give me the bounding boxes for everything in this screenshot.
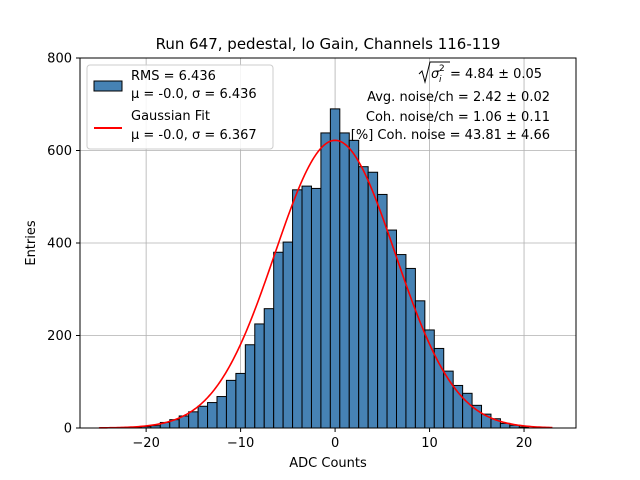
chart-title: Run 647, pedestal, lo Gain, Channels 116… (156, 35, 501, 53)
x-axis-label: ADC Counts (289, 456, 367, 471)
y-tick-label-4: 800 (47, 52, 72, 67)
histogram-bar-24 (358, 166, 369, 429)
histogram-bar-17 (292, 189, 303, 429)
svg-text:2: 2 (439, 64, 445, 74)
histogram-bar-30 (414, 300, 426, 429)
histogram-bar-6 (188, 411, 199, 429)
legend-box (86, 64, 274, 150)
histogram-bar-13 (254, 323, 265, 429)
histogram-bar-7 (197, 405, 209, 429)
legend-histogram-patch (93, 80, 123, 92)
x-axis-ticks: −20 −10 0 10 20 (132, 428, 532, 451)
gaussian-fit-curve (98, 139, 553, 429)
y-axis-ticks: 0 200 400 600 800 (47, 52, 80, 437)
histogram-bar-26 (377, 193, 388, 429)
histogram-bar-18 (301, 185, 312, 429)
y-tick-label-3: 600 (47, 144, 72, 159)
histogram-bar-36 (471, 404, 483, 429)
histogram-bar-23 (348, 139, 360, 429)
histogram-bar-22 (339, 132, 350, 429)
histogram-bar-11 (235, 372, 246, 429)
noise-annotations: σ i 2 = 4.84 ± 0.05 Avg. noise/ch = 2.42… (351, 61, 550, 143)
sqrt-sigma-symbol: σ i 2 (418, 61, 450, 85)
histogram-bar-19 (310, 187, 322, 429)
sqrt-sigma-value: = 4.84 ± 0.05 (450, 67, 542, 82)
histogram-bar-12 (244, 344, 256, 429)
avg-noise-text: Avg. noise/ch = 2.42 ± 0.02 (367, 90, 550, 105)
histogram-bar-14 (263, 308, 275, 429)
y-tick-label-0: 0 (64, 422, 72, 437)
histogram-bar-20 (320, 132, 331, 429)
histogram-bar-15 (273, 251, 284, 429)
x-tick-label-1: −10 (227, 436, 254, 451)
histogram-bar-16 (282, 241, 294, 429)
legend-rms-label: RMS = 6.436 (131, 69, 216, 84)
histogram-bars (131, 108, 530, 429)
histogram-bar-8 (207, 402, 218, 429)
histogram-bar-32 (433, 347, 445, 429)
legend-fit-label: Gaussian Fit (131, 109, 210, 124)
y-axis-label: Entries (24, 220, 39, 266)
legend: RMS = 6.436 μ = -0.0, σ = 6.436 Gaussian… (86, 64, 274, 150)
histogram-bar-27 (386, 229, 397, 429)
x-tick-label-2: 0 (331, 436, 339, 451)
x-tick-label-3: 10 (421, 436, 438, 451)
pct-coh-noise-text: [%] Coh. noise = 43.81 ± 4.66 (351, 128, 550, 143)
legend-rms-params: μ = -0.0, σ = 6.436 (131, 87, 257, 102)
x-tick-label-4: 20 (516, 436, 533, 451)
svg-text:i: i (439, 75, 442, 85)
coh-noise-text: Coh. noise/ch = 1.06 ± 0.11 (366, 110, 550, 125)
histogram-bar-21 (329, 108, 341, 429)
y-tick-label-2: 400 (47, 237, 72, 252)
histogram-bar-9 (216, 396, 227, 429)
histogram-bar-25 (367, 171, 379, 429)
x-tick-label-0: −20 (132, 436, 159, 451)
legend-fit-params: μ = -0.0, σ = 6.367 (131, 128, 257, 143)
svg-text:σ: σ (431, 67, 440, 82)
histogram-bar-29 (405, 267, 416, 429)
y-tick-label-1: 200 (47, 329, 72, 344)
histogram-bar-10 (225, 379, 237, 429)
